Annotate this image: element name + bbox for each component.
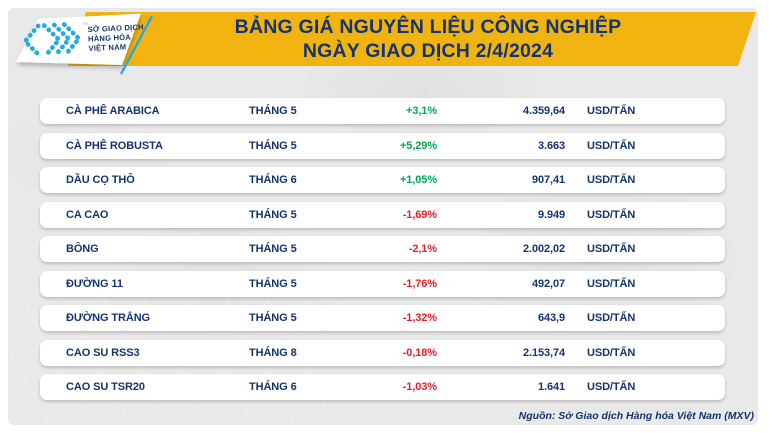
- contract-month: THÁNG 5: [249, 243, 297, 255]
- price-value: 1.641: [537, 381, 565, 393]
- logo-text-line2: HÀNG HÓA: [88, 33, 132, 44]
- table-row: CÀ PHÊ ARABICA THÁNG 5 +3,1% 4.359,64 USD/TẤ…: [40, 98, 725, 124]
- contract-month: THÁNG 5: [249, 277, 297, 290]
- logo-text-line3: VIỆT NAM: [88, 42, 126, 53]
- price-value: 907,41: [531, 174, 565, 186]
- commodity-name: CA CAO: [66, 208, 109, 221]
- commodity-name: ĐƯỜNG TRẮNG: [66, 312, 151, 324]
- header-banner: [68, 12, 756, 66]
- table-row: ĐƯỜNG TRẮNG THÁNG 5 -1,32% 643,9 USD/TẤN: [40, 305, 725, 331]
- price-unit: USD/TẤN: [587, 381, 636, 393]
- logo-text-line1: SỞ GIAO DỊCH: [87, 23, 143, 34]
- price-value: 4.359,64: [522, 105, 565, 117]
- contract-month: THÁNG 5: [249, 105, 297, 117]
- commodity-name: BÔNG: [66, 243, 99, 255]
- change-percent: -1,76%: [402, 277, 437, 290]
- price-unit: USD/TẤN: [587, 243, 636, 255]
- contract-month: THÁNG 5: [249, 208, 297, 221]
- change-percent: -1,69%: [402, 208, 437, 221]
- table-row: BÔNG THÁNG 5 -2,1% 2.002,02 USD/TẤN: [40, 236, 725, 262]
- title-line-1: BẢNG GIÁ NGUYÊN LIỆU CÔNG NGHIỆP: [234, 16, 622, 38]
- mxv-logo: TM SỞ GIAO DỊCH HÀNG HÓA VIỆT NAM: [16, 13, 154, 75]
- change-percent: -2,1%: [408, 243, 437, 255]
- price-unit: USD/TẤN: [587, 105, 636, 117]
- contract-month: THÁNG 5: [249, 312, 297, 324]
- infographic-panel: BẢNG GIÁ NGUYÊN LIỆU CÔNG NGHIỆP NGÀY GI…: [8, 8, 758, 425]
- change-percent: -1,03%: [402, 381, 437, 393]
- mxv-chevron-icon: [21, 22, 83, 59]
- table-row: CA CAO THÁNG 5 -1,69% 9.949 USD/TẤN: [40, 201, 725, 228]
- table-row: CÀ PHÊ ROBUSTA THÁNG 5 +5,29% 3.663 USD/TẤN: [40, 132, 725, 159]
- table-row: CAO SU RSS3 THÁNG 8 -0,18% 2.153,74 USD/TẤN: [40, 339, 725, 366]
- price-value: 643,9: [537, 312, 565, 324]
- change-percent: +1,05%: [399, 174, 437, 186]
- commodity-name: CAO SU TSR20: [66, 381, 145, 393]
- price-value: 492,07: [531, 277, 565, 290]
- commodity-name: CÀ PHÊ ARABICA: [66, 105, 160, 117]
- price-unit: USD/TẤN: [587, 346, 636, 359]
- price-value: 9.949: [537, 208, 565, 221]
- price-unit: USD/TẤN: [587, 277, 636, 290]
- commodity-name: CÀ PHÊ ROBUSTA: [66, 139, 163, 152]
- logo-trademark: TM: [82, 21, 88, 26]
- price-table: CÀ PHÊ ARABICA THÁNG 5 +3,1% 4.359,64 USD/TẤ…: [40, 98, 725, 409]
- price-unit: USD/TẤN: [587, 139, 636, 152]
- price-unit: USD/TẤN: [587, 208, 636, 221]
- contract-month: THÁNG 5: [249, 139, 297, 152]
- table-row: ĐƯỜNG 11 THÁNG 5 -1,76% 492,07 USD/TẤN: [40, 270, 725, 297]
- commodity-name: DẦU CỌ THÔ: [66, 174, 135, 186]
- source-note: Nguồn: Sở Giao dịch Hàng hóa Việt Nam (M…: [518, 410, 754, 422]
- price-unit: USD/TẤN: [587, 312, 636, 324]
- price-value: 2.002,02: [522, 243, 565, 255]
- commodity-name: CAO SU RSS3: [66, 346, 140, 359]
- table-row: CAO SU TSR20 THÁNG 6 -1,03% 1.641 USD/TẤN: [40, 374, 725, 400]
- change-percent: -1,32%: [402, 312, 437, 324]
- change-percent: +3,1%: [406, 105, 437, 117]
- price-unit: USD/TẤN: [587, 174, 636, 186]
- table-row: DẦU CỌ THÔ THÁNG 6 +1,05% 907,41 USD/TẤN: [40, 167, 725, 193]
- title-line-2: NGÀY GIAO DỊCH 2/4/2024: [302, 39, 554, 62]
- commodity-name: ĐƯỜNG 11: [66, 277, 123, 290]
- page-title: BẢNG GIÁ NGUYÊN LIỆU CÔNG NGHIỆP NGÀY GI…: [128, 16, 728, 63]
- price-value: 2.153,74: [522, 346, 565, 359]
- contract-month: THÁNG 6: [249, 174, 297, 186]
- change-percent: -0,18%: [402, 346, 437, 359]
- contract-month: THÁNG 8: [249, 346, 297, 359]
- logo-slash-decoration: [119, 15, 154, 75]
- change-percent: +5,29%: [399, 139, 437, 152]
- price-value: 3.663: [537, 139, 565, 152]
- contract-month: THÁNG 6: [249, 381, 297, 393]
